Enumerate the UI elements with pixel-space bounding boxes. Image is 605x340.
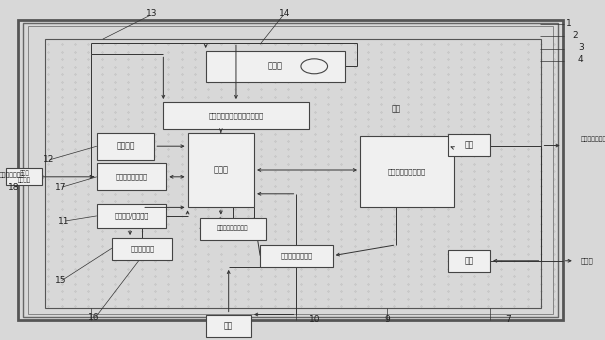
Bar <box>45 39 541 308</box>
Text: 3: 3 <box>578 43 584 52</box>
Text: 12: 12 <box>43 155 54 164</box>
Text: 备份电源: 备份电源 <box>116 142 135 151</box>
Text: 鼠标: 鼠标 <box>224 321 233 330</box>
Text: 16: 16 <box>88 313 100 322</box>
Text: 10: 10 <box>309 315 321 324</box>
Bar <box>97 163 166 190</box>
Bar <box>188 133 254 207</box>
Text: 自适应多载波功控器: 自适应多载波功控器 <box>217 226 249 232</box>
Bar <box>97 133 154 160</box>
Text: 软件无线电信号处理系统软件: 软件无线电信号处理系统软件 <box>208 112 264 119</box>
Text: 14: 14 <box>279 9 290 18</box>
Text: 2: 2 <box>572 31 578 40</box>
Text: 互网专用信息标签口: 互网专用信息标签口 <box>581 137 605 142</box>
Bar <box>6 168 42 185</box>
Text: 主机: 主机 <box>391 104 401 113</box>
Bar <box>206 314 251 337</box>
Bar <box>28 26 553 314</box>
Bar <box>206 51 345 82</box>
Text: 扩频器并行计算器: 扩频器并行计算器 <box>281 253 312 259</box>
Text: 18: 18 <box>7 183 19 191</box>
Text: 卫星定位系统模块: 卫星定位系统模块 <box>116 173 148 180</box>
Text: 单频信息解码化装置: 单频信息解码化装置 <box>388 168 426 175</box>
Text: 电源口: 电源口 <box>581 257 594 264</box>
Bar <box>97 204 166 228</box>
Text: 电源: 电源 <box>464 256 474 266</box>
Bar <box>448 134 490 156</box>
Bar <box>448 250 490 272</box>
Bar <box>360 136 454 207</box>
Text: 4: 4 <box>578 55 584 64</box>
Bar <box>200 218 266 240</box>
Text: 光卫星无线天线: 光卫星无线天线 <box>0 172 25 178</box>
Text: 显示屏: 显示屏 <box>268 62 283 71</box>
Bar <box>260 245 333 267</box>
Text: 1: 1 <box>566 19 572 28</box>
Text: 模拟: 模拟 <box>464 141 474 150</box>
Bar <box>163 102 309 129</box>
Text: 7: 7 <box>505 315 511 324</box>
Text: 线性调制模块: 线性调制模块 <box>130 246 154 252</box>
Text: 光卫星
无线天线: 光卫星 无线天线 <box>18 171 31 183</box>
Text: 智能板: 智能板 <box>214 166 228 174</box>
Text: 信息加密/解密模块: 信息加密/解密模块 <box>114 212 149 219</box>
Bar <box>112 238 172 260</box>
Bar <box>18 20 563 320</box>
Text: 15: 15 <box>54 276 67 285</box>
Text: 11: 11 <box>57 217 70 225</box>
Bar <box>23 23 558 317</box>
Text: 9: 9 <box>384 315 390 324</box>
Text: 13: 13 <box>145 9 157 18</box>
Text: 17: 17 <box>54 183 67 191</box>
